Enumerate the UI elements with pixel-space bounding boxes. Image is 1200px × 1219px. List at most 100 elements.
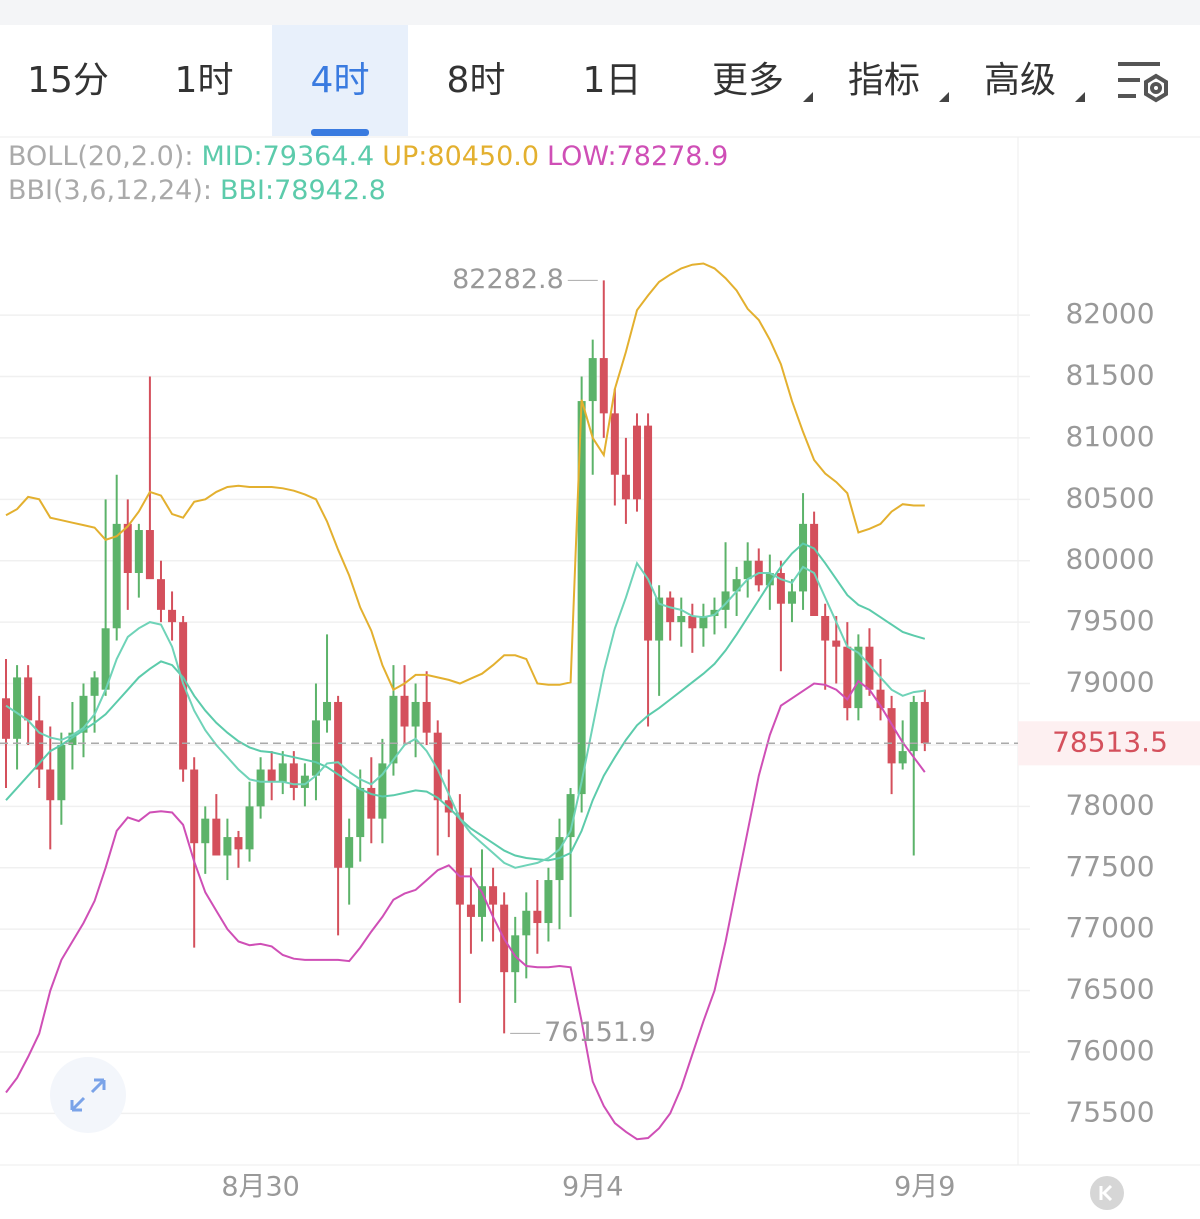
tab-bar: 15分 1时 4时 8时 1日 更多 指标 高级	[27, 25, 1085, 136]
indicator-item: LOW:78278.9	[547, 141, 728, 172]
indicator-item: BOLL(20,2.0):	[8, 141, 193, 172]
min-label: 76151.9	[544, 1017, 656, 1048]
candle-body	[400, 695, 409, 727]
candle-body	[278, 763, 287, 782]
candle-body	[24, 677, 33, 721]
tab-label: 更多	[712, 60, 784, 101]
tab[interactable]: 8时	[447, 60, 506, 101]
y-tick-label: 77500	[1065, 850, 1154, 883]
candle-body	[389, 695, 398, 764]
x-tick-label: 8月30	[221, 1172, 300, 1203]
candle-body	[677, 615, 686, 623]
candle-body	[466, 904, 475, 917]
candle-body	[13, 677, 22, 739]
candle-body	[334, 701, 343, 868]
tab-label: 1日	[583, 60, 642, 101]
candle-body	[632, 425, 641, 500]
tab[interactable]: 15分	[27, 60, 109, 101]
indicator-line	[5, 679, 926, 1141]
candle-body	[854, 646, 863, 709]
candle-body	[57, 744, 66, 801]
candle-body	[865, 646, 874, 690]
candle-body	[46, 769, 55, 801]
candle-body	[898, 751, 907, 764]
x-tick-label: 9月9	[894, 1172, 955, 1203]
expand-button[interactable]	[50, 1057, 126, 1133]
y-tick-label: 75500	[1065, 1095, 1154, 1128]
candle-body	[478, 886, 487, 917]
last-price-tag	[1018, 721, 1200, 766]
candle-body	[821, 615, 830, 641]
y-tick-label: 77000	[1065, 911, 1154, 944]
candle-body	[577, 401, 586, 795]
candle-body	[256, 769, 265, 807]
candle-body	[732, 579, 741, 592]
tab[interactable]: 1时	[175, 60, 234, 101]
tab-label: 4时	[311, 60, 370, 101]
candle-body	[599, 358, 608, 414]
candle-body	[787, 591, 796, 604]
candle-body	[644, 425, 653, 641]
tab-label: 高级	[984, 60, 1056, 101]
candle-body	[765, 573, 774, 586]
candle-body	[300, 775, 309, 788]
candle-body	[134, 530, 143, 574]
indicator-line	[5, 542, 926, 862]
candle-body	[190, 769, 199, 844]
y-tick-label: 78000	[1065, 788, 1154, 821]
tab[interactable]: 指标	[848, 60, 949, 102]
dropdown-caret	[1075, 92, 1085, 102]
y-tick-label: 81500	[1065, 358, 1154, 391]
candle-body	[544, 880, 553, 924]
candle-body	[156, 579, 165, 610]
candle-body	[843, 646, 852, 709]
y-tick-label: 80500	[1065, 481, 1154, 514]
candle-body	[621, 474, 630, 500]
candle-body	[367, 787, 376, 819]
candle-body	[90, 677, 99, 696]
candle-body	[201, 818, 210, 844]
candle-body	[876, 689, 885, 709]
candle-body	[234, 837, 243, 850]
indicator-row: BBI(3,6,12,24): BBI:78942.8	[8, 175, 386, 206]
candle-body	[212, 818, 221, 856]
candle-body	[455, 812, 464, 905]
candle-body	[345, 837, 354, 868]
candle-body	[887, 708, 896, 764]
indicator-legend: BOLL(20,2.0): MID:79364.4 UP:80450.0 LOW:78…	[8, 141, 728, 206]
candle-body	[489, 886, 498, 905]
candle-body	[666, 597, 675, 623]
candle-body	[511, 935, 520, 973]
candle-body	[832, 640, 841, 647]
y-tick-label: 79500	[1065, 604, 1154, 637]
candle-body	[743, 560, 752, 580]
candle-body	[533, 910, 542, 924]
y-tick-label: 76000	[1065, 1034, 1154, 1067]
status-strip	[0, 0, 1200, 25]
tab[interactable]: 高级	[984, 60, 1085, 102]
candle-body	[378, 763, 387, 819]
tab-label: 1时	[175, 60, 234, 101]
candle-body	[68, 732, 77, 745]
indicator-item: MID:79364.4	[201, 141, 374, 172]
candle-body	[810, 523, 819, 616]
candle-body	[79, 695, 88, 733]
candle-body	[433, 732, 442, 801]
dropdown-caret	[803, 92, 813, 102]
settings-icon[interactable]	[1118, 62, 1168, 103]
indicator-item: UP:80450.0	[382, 141, 539, 172]
tab[interactable]: 1日	[583, 60, 642, 101]
candle-body	[909, 701, 918, 752]
plot: 7550076000765007700077500780007850079000…	[0, 262, 1200, 1203]
tab[interactable]: 4时	[272, 25, 408, 136]
tab[interactable]: 更多	[712, 60, 813, 102]
candle-body	[799, 523, 808, 592]
indicator-row: BOLL(20,2.0): MID:79364.4 UP:80450.0 LOW:78…	[8, 141, 728, 172]
y-tick-label: 81000	[1065, 420, 1154, 453]
candle-body	[566, 794, 575, 838]
candle-body	[323, 701, 332, 721]
scroll-latest-button[interactable]	[1090, 1176, 1124, 1210]
tab-label: 指标	[848, 60, 920, 101]
